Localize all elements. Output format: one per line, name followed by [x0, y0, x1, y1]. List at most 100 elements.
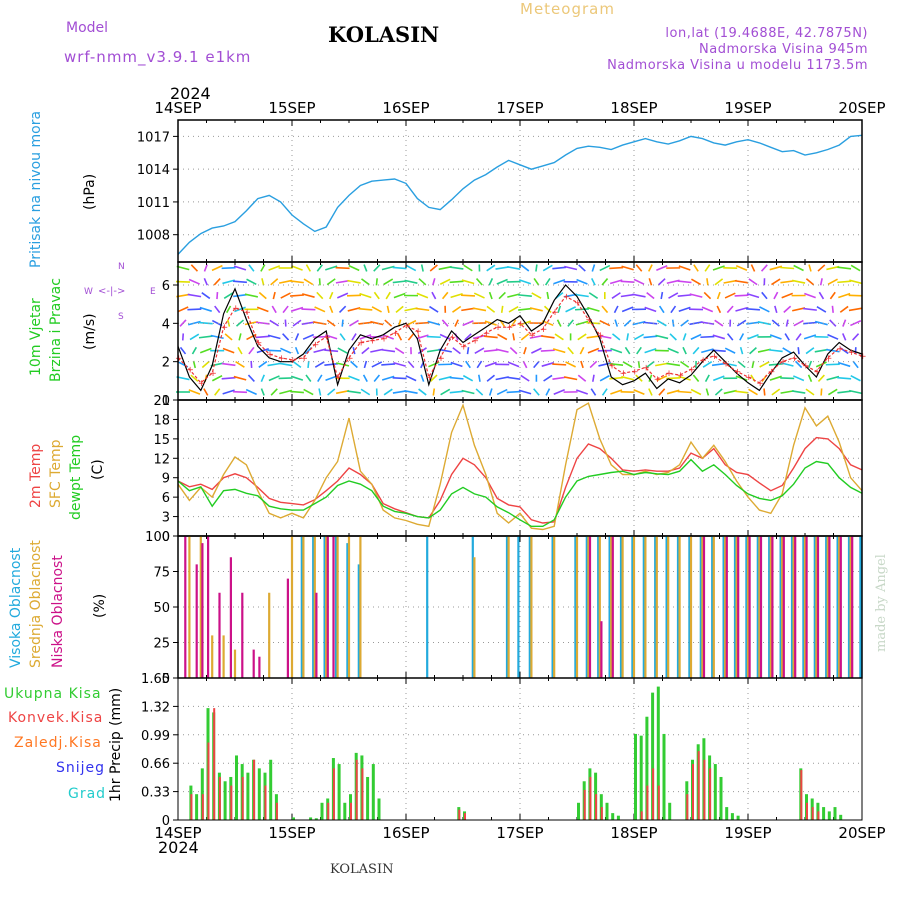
wind-barb — [426, 348, 441, 353]
wind-barb — [478, 374, 481, 382]
precip-bar — [264, 785, 267, 820]
wind-barb — [523, 346, 527, 355]
wind-barb — [636, 346, 642, 355]
wind-barb — [690, 388, 702, 396]
wind-barb — [381, 265, 395, 271]
wind-barb — [452, 305, 462, 313]
wind-barb — [392, 266, 407, 270]
wind-barb — [371, 361, 383, 368]
wind-sublabel: Brzina i Pravac — [48, 278, 64, 382]
wind-barb — [271, 305, 277, 314]
wind-barb — [373, 291, 380, 300]
wind-barb — [635, 374, 643, 382]
precip-bar — [800, 770, 803, 820]
wind-barb — [609, 266, 624, 270]
wind-barb — [248, 346, 255, 355]
wind-barb — [575, 293, 589, 298]
wind-barb — [461, 389, 475, 395]
pressure-label: Pritisak na nivou mora — [28, 110, 44, 268]
wind-barb — [201, 292, 211, 300]
compass-west: W — [84, 287, 93, 297]
precip-label: 1hr Precip — [108, 731, 124, 802]
wind-barb — [305, 374, 312, 382]
wind-barb — [222, 279, 235, 285]
wind-barb — [244, 293, 259, 298]
gust-marker: + — [699, 356, 707, 366]
x-tick-label-bottom: 16SEP — [382, 824, 429, 842]
wind-barb — [746, 292, 760, 299]
wind-barb — [785, 319, 789, 327]
wind-barb — [680, 360, 690, 368]
precip-bar — [241, 776, 244, 820]
wind-barb — [395, 305, 404, 313]
compass-north: N — [118, 262, 125, 272]
wind-barb — [535, 264, 538, 272]
wind-barb — [415, 321, 430, 325]
wind-barb — [359, 292, 372, 299]
precip-bar — [235, 755, 238, 820]
wind-barb — [179, 346, 187, 355]
wind-barb — [305, 264, 312, 272]
wind-barb — [849, 279, 863, 285]
precip-bar — [320, 802, 324, 820]
wind-barb — [646, 360, 655, 369]
wind-barb — [540, 349, 555, 352]
wind-barb — [564, 265, 578, 271]
precip-bar — [657, 785, 660, 820]
precip-bar — [719, 776, 723, 820]
y-tick-label: 0.99 — [141, 729, 170, 744]
y-tick-label: 6 — [162, 491, 170, 506]
wind-barb — [793, 264, 804, 272]
wind-barb — [495, 266, 510, 270]
wind-barb — [680, 319, 689, 327]
footer-station: KOLASIN — [330, 862, 394, 877]
gust-marker: + — [460, 342, 468, 352]
wind-barb — [211, 264, 223, 272]
wind-barb — [554, 333, 564, 341]
wind-barb — [210, 362, 224, 367]
y-tick-label: 1011 — [137, 196, 170, 211]
wind-barb — [335, 266, 350, 270]
gust-marker: + — [426, 373, 434, 383]
legend-hail: Grad — [68, 786, 107, 802]
wind-barb — [529, 334, 544, 339]
wind-barb — [780, 390, 794, 394]
precip-bar — [246, 772, 250, 820]
legend-conv-precip: Konvek.Kisa — [8, 710, 104, 726]
legend-frozen-precip: Zaledj.Kisa — [14, 735, 102, 751]
compass-south: S — [118, 312, 124, 322]
gust-marker: + — [574, 298, 582, 308]
wind-barb — [601, 388, 608, 396]
wind-barb — [358, 307, 373, 311]
wind-barb — [580, 360, 584, 369]
precip-bar — [652, 768, 655, 820]
wind-barb — [272, 291, 276, 300]
gust-marker: + — [494, 323, 502, 333]
wind-barb — [648, 278, 653, 286]
wind-barb — [757, 348, 771, 353]
gust-marker: + — [745, 373, 753, 383]
gust-marker: + — [289, 356, 297, 366]
wind-barb — [690, 333, 702, 341]
wind-barb — [633, 278, 645, 285]
wind-barb — [375, 278, 378, 286]
wind-barb — [852, 360, 859, 369]
wind-barb — [438, 265, 452, 271]
wind-barb — [509, 346, 518, 355]
gust-marker: + — [243, 308, 251, 318]
precip-bar — [595, 794, 598, 820]
series-line-dewpt-temp — [177, 458, 863, 527]
wind-barb — [540, 335, 555, 339]
wind-barb — [677, 390, 692, 394]
temp2m-label: 2m Temp — [28, 443, 44, 508]
wind-barb — [817, 264, 826, 272]
wind-barb — [771, 278, 781, 286]
wind-barb — [507, 361, 520, 368]
wind-barb — [814, 320, 828, 326]
wind-barb — [546, 291, 550, 300]
wind-barb — [518, 307, 532, 311]
wind-barb — [221, 362, 236, 367]
wind-barb — [441, 291, 449, 300]
wind-barb — [449, 280, 464, 284]
wind-barb — [531, 347, 542, 354]
